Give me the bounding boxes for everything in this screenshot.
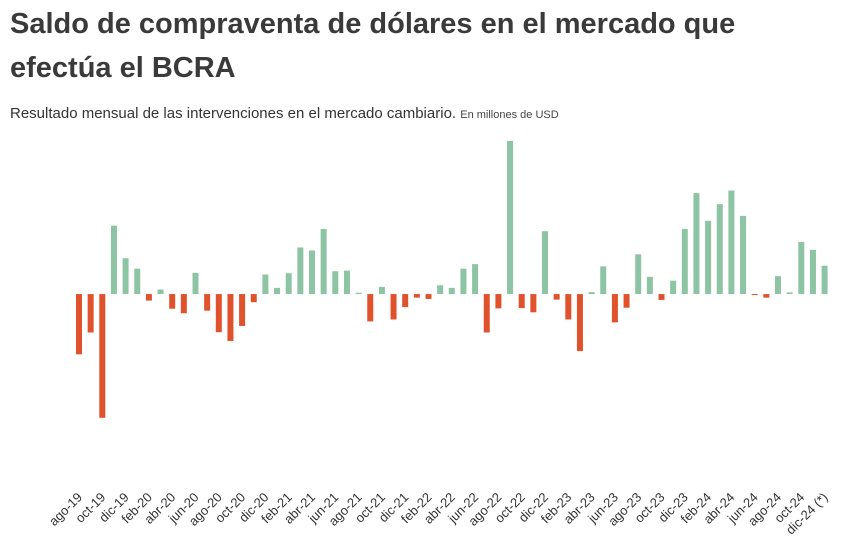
bar-jun-21 <box>332 271 339 295</box>
bar-nov-20 <box>250 294 257 303</box>
x-axis-tick-labels: ago-19oct-19dic-19feb-20abr-20jun-20ago-… <box>46 490 831 538</box>
bar-sep-23 <box>646 276 653 295</box>
bar-sep-22 <box>507 141 514 295</box>
bar-may-23 <box>600 266 607 295</box>
bar-ene-23 <box>553 294 560 300</box>
bar-ene-22 <box>413 294 420 298</box>
bar-abr-22 <box>448 287 455 295</box>
bar-feb-21 <box>285 273 292 295</box>
bar-mar-21 <box>297 247 304 295</box>
bar-sep-24 <box>786 292 793 295</box>
bar-jul-23 <box>623 294 630 308</box>
chart-title: Saldo de compraventa de dólares en el me… <box>10 8 736 84</box>
bar-jun-24 <box>751 294 758 296</box>
bar-jul-20 <box>204 294 211 311</box>
bar-dic-20 <box>262 274 269 295</box>
bar-oct-19 <box>99 294 106 418</box>
bar-nov-23 <box>670 280 677 295</box>
bar-mar-24 <box>716 204 723 295</box>
bar-feb-23 <box>565 294 572 320</box>
bar-jul-22 <box>483 294 490 333</box>
bar-sep-19 <box>87 294 94 333</box>
bar-feb-24 <box>705 220 712 295</box>
bar-jul-24 <box>763 294 770 298</box>
bar-mar-23 <box>576 294 583 352</box>
bar-mar-20 <box>157 289 164 295</box>
bar-abr-24 <box>728 190 735 295</box>
bar-ago-24 <box>775 276 781 295</box>
bar-jun-23 <box>611 294 618 323</box>
bar-oct-20 <box>239 294 246 326</box>
bar-oct-24 <box>798 241 805 295</box>
bar-ene-20 <box>134 268 141 295</box>
bar-dic-24 (*) <box>821 265 828 295</box>
bar-abr-21 <box>309 250 315 295</box>
bar-ene-24 <box>693 193 700 295</box>
bar-may-20 <box>180 294 187 314</box>
bar-may-24 <box>740 215 747 295</box>
chart-subtitle: Resultado mensual de las intervenciones … <box>10 105 559 122</box>
bar-oct-22 <box>518 294 525 309</box>
bar-nov-24 <box>809 249 816 295</box>
bar-sep-20 <box>227 294 234 341</box>
bar-may-22 <box>460 268 467 295</box>
bar-dic-23 <box>681 228 688 295</box>
bar-abr-20 <box>169 294 176 309</box>
bar-dic-21 <box>402 294 409 308</box>
bar-dic-22 <box>542 231 548 295</box>
bar-dic-19 <box>122 258 129 295</box>
bar-oct-23 <box>658 294 665 300</box>
bar-mar-22 <box>437 285 444 295</box>
bars-group <box>76 141 828 418</box>
bar-nov-22 <box>530 294 537 313</box>
bar-sep-21 <box>367 294 374 322</box>
bar-abr-23 <box>588 292 595 295</box>
bar-may-21 <box>320 228 327 295</box>
bar-ago-22 <box>495 294 502 309</box>
bar-ago-20 <box>215 294 222 333</box>
bar-ene-21 <box>274 287 281 295</box>
bar-oct-21 <box>378 286 385 295</box>
bar-nov-21 <box>390 294 397 320</box>
bar-feb-20 <box>145 294 152 301</box>
bar-jul-21 <box>343 270 350 295</box>
bar-jun-22 <box>472 264 479 295</box>
bar-nov-19 <box>110 225 117 295</box>
bar-jun-20 <box>192 272 199 295</box>
bar-ago-23 <box>635 254 642 295</box>
bar-ago-21 <box>355 292 362 295</box>
bar-ago-19 <box>76 294 82 355</box>
unit-note: En millones de USD <box>460 109 559 121</box>
subtitle-text: Resultado mensual de las intervenciones … <box>10 105 457 122</box>
bar-feb-22 <box>425 294 432 299</box>
